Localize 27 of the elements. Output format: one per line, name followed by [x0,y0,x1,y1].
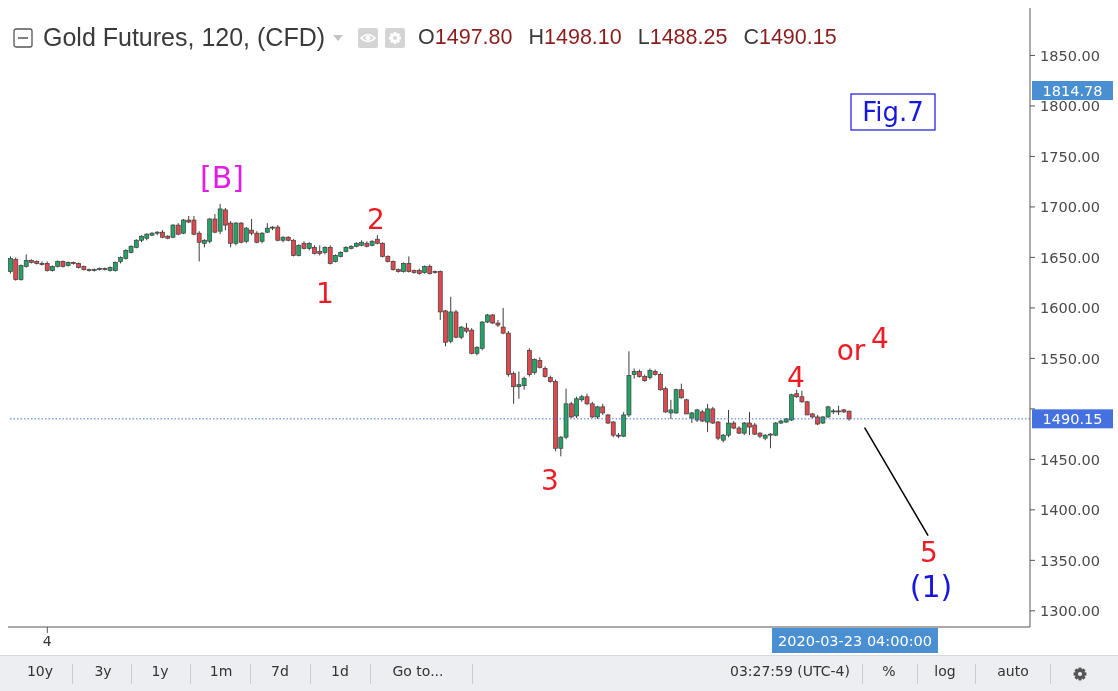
annotation: 4 [871,322,889,356]
toolbar: 10y 3y 1y 1m 7d 1d Go to... 03:27:59 (UTC-4) % log auto [0,655,1118,691]
text: 1814.78 [1042,82,1103,99]
y-tick-label: 1400.00 [1040,502,1100,519]
text: O1497.80 H1498.10 L1488.25 C1490.15 [418,25,837,49]
y-tick-label: 1600.00 [1040,300,1100,317]
y-tick-label: 1850.00 [1040,47,1100,64]
annotation: 2 [367,203,385,237]
y-tick-label: 1300.00 [1040,602,1100,619]
annotation: or [836,334,866,368]
text: Gold Futures, 120, (CFD) [43,23,326,52]
y-tick-label: 1550.00 [1040,350,1100,367]
annotation: (1) [909,568,953,604]
annotation: 1 [316,277,334,311]
y-tick-label: 1750.00 [1040,148,1100,165]
ref-line-label: 1490.15 [1042,411,1103,428]
annotation: [B] [200,159,244,195]
annotation: 3 [541,464,559,498]
text: 2020-03-23 04:00:00 [778,633,932,650]
annotation: 5 [920,536,938,570]
y-tick-label: 1700.00 [1040,199,1100,216]
y-tick-label: 1800.00 [1040,98,1100,115]
annotation: 4 [787,361,805,395]
annotation: Fig.7 [862,97,924,128]
y-tick-label: 1650.00 [1040,249,1100,266]
y-tick-label: 1350.00 [1040,552,1100,569]
y-tick-label: 1450.00 [1040,451,1100,468]
